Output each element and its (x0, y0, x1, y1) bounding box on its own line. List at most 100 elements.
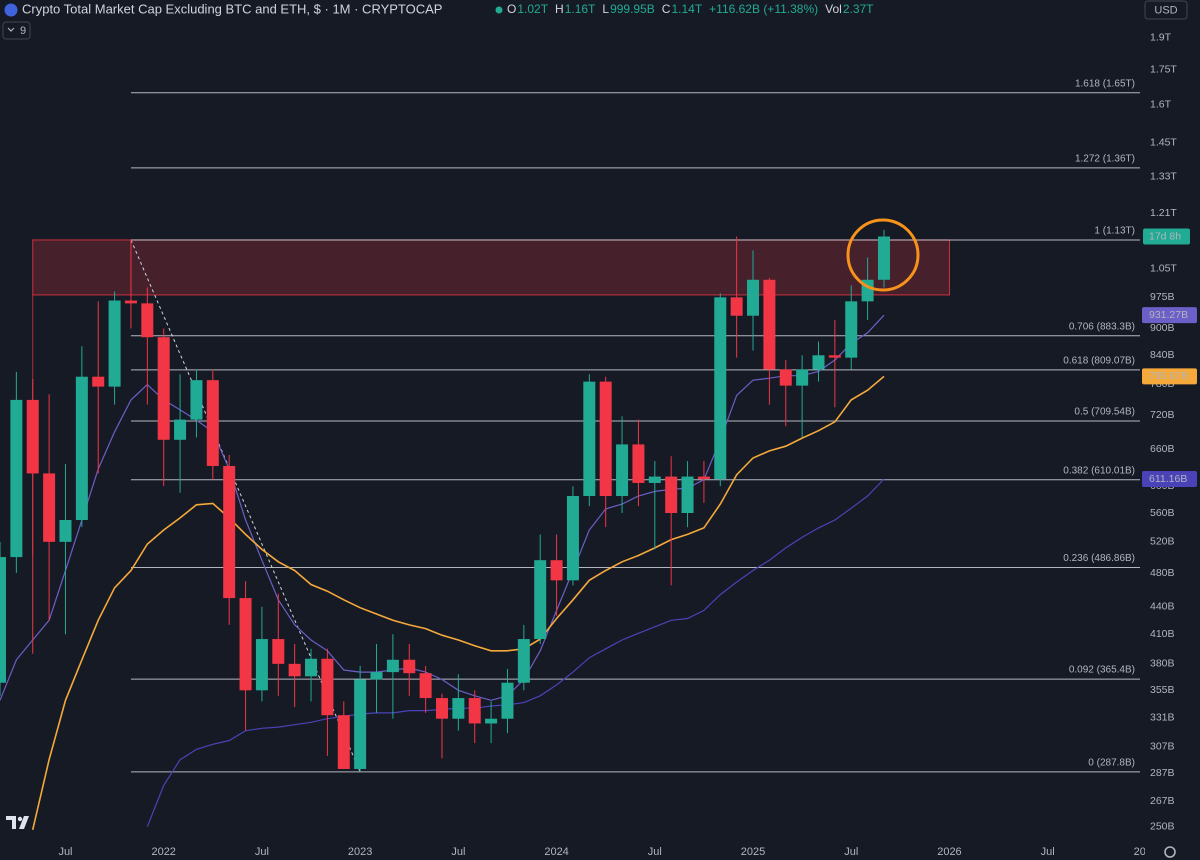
y-tick-label: 287B (1150, 767, 1175, 779)
candle-body (779, 369, 792, 386)
candle-body (501, 682, 514, 719)
candle-body (10, 399, 23, 558)
candle-body (468, 698, 481, 724)
candle-body (828, 355, 841, 358)
y-tick-label: 480B (1150, 567, 1175, 579)
candle-body (583, 381, 596, 497)
candle-body (812, 355, 825, 370)
y-tick-label: 840B (1150, 349, 1175, 361)
candle-body (403, 659, 416, 674)
x-tick-label: Jul (451, 846, 465, 858)
candle-body (157, 337, 170, 440)
y-tick-label: 1.9T (1150, 32, 1172, 44)
legend-key: L (602, 2, 609, 16)
candle-body (108, 300, 121, 387)
legend-key: O (507, 2, 516, 16)
candle-body (239, 598, 252, 691)
fib-label: 1.618 (1.65T) (1075, 78, 1135, 89)
y-tick-label: 520B (1150, 536, 1175, 548)
resistance-zone (32, 239, 950, 296)
interval-menu[interactable] (2, 21, 31, 40)
candle-body (43, 473, 56, 542)
candle-body (632, 444, 645, 483)
overlay: Jul2022Jul2023Jul2024Jul2025Jul2026Jul20… (58, 0, 1200, 860)
candle-body (665, 476, 678, 514)
candle-body (845, 301, 858, 358)
legend-change: +116.62B (+11.38%) (709, 2, 818, 16)
x-tick-label: 2025 (741, 846, 765, 858)
y-tick-label: 1.33T (1150, 170, 1177, 182)
y-tick-label: 250B (1150, 820, 1175, 832)
fib-label: 0.706 (883.3B) (1069, 321, 1135, 332)
candle-body (141, 303, 154, 338)
x-tick-label: Jul (1041, 846, 1055, 858)
candle-body (566, 496, 579, 581)
candle-body (599, 381, 612, 497)
fib-label: 0.618 (809.07B) (1063, 356, 1135, 367)
candle-body (337, 715, 350, 769)
candle-body (0, 557, 6, 683)
candle-body (305, 658, 318, 677)
fib-label: 1.272 (1.36T) (1075, 154, 1135, 165)
legend-value: 2.37T (843, 2, 874, 16)
legend-key: C (662, 2, 671, 16)
candle-body (206, 380, 219, 466)
legend-key: Vol (825, 2, 842, 16)
fib-label: 0 (287.8B) (1088, 758, 1135, 769)
candle-body (26, 399, 39, 474)
y-tick-label: 380B (1150, 658, 1175, 670)
fib-label: 0.092 (365.4B) (1069, 665, 1135, 676)
currency-button[interactable] (1144, 0, 1188, 20)
legend-value: 1.16T (565, 2, 596, 16)
ma-value-label: 795.67B (1149, 370, 1188, 382)
ma-value-label: 931.27B (1149, 309, 1188, 321)
x-tick-label: Jul (255, 846, 269, 858)
candle-body (877, 236, 890, 280)
candle-body (92, 376, 105, 387)
y-tick-label: 1.6T (1150, 98, 1172, 110)
y-tick-label: 975B (1150, 291, 1175, 303)
candle-body (435, 698, 448, 719)
candle-body (534, 560, 547, 640)
moving-average (31, 375, 885, 830)
settings-gear[interactable] (1164, 846, 1176, 858)
y-tick-label: 1.05T (1150, 262, 1177, 274)
candle-body (485, 718, 498, 724)
fib-label: 0.236 (486.86B) (1063, 553, 1135, 564)
candle-body (730, 297, 743, 316)
candle-body (796, 369, 809, 386)
candle-body (763, 279, 776, 370)
y-tick-label: 355B (1150, 684, 1175, 696)
ma-value-badge (1142, 307, 1197, 324)
candle-body (386, 659, 399, 673)
highlight-circle (846, 218, 920, 292)
legend-value: 1.14T (671, 2, 702, 16)
y-tick-label: 1.21T (1150, 207, 1177, 219)
ma-value-badge (1142, 471, 1197, 488)
plot-area: 0 (287.8B) 0.092 (365.4B) 0.236 (486.86B) 0… (0, 78, 1140, 830)
y-tick-label: 660B (1150, 443, 1175, 455)
ma-value-label: 611.16B (1149, 473, 1187, 485)
countdown-badge (1143, 228, 1190, 245)
candle-body (697, 476, 710, 480)
ma-value-badge (1142, 368, 1197, 385)
fib-label: 0.382 (610.01B) (1063, 465, 1135, 476)
candle-body (681, 476, 694, 514)
legend-value: 999.95B (610, 2, 655, 16)
y-tick-label: 267B (1150, 795, 1175, 807)
interval-menu-label: 9 (20, 25, 26, 37)
candle-body (550, 560, 563, 581)
candle-body (714, 297, 727, 480)
candle-body (648, 476, 661, 483)
candle-body (517, 639, 530, 683)
x-tick-label: 2022 (151, 846, 175, 858)
symbol-logo (4, 3, 18, 17)
x-tick-label: 2026 (937, 846, 961, 858)
candle-body (255, 639, 268, 691)
legend-value: 1.02T (517, 2, 548, 16)
x-tick-label: 2024 (544, 846, 568, 858)
candle-body (59, 520, 72, 542)
y-tick-label: 720B (1150, 409, 1175, 421)
chevron (7, 27, 15, 32)
